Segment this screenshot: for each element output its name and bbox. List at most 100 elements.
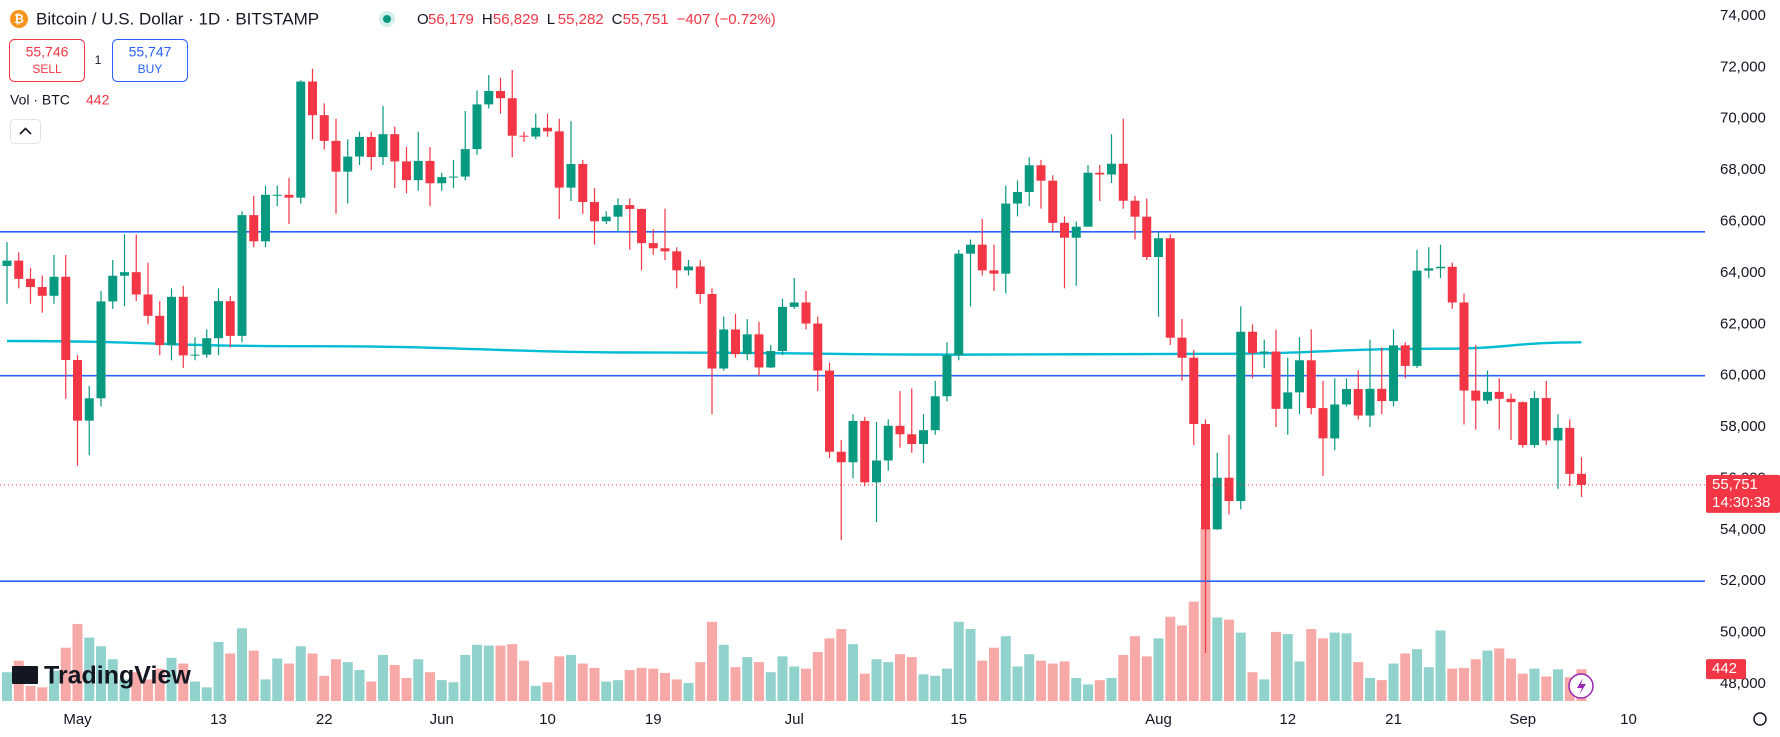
candle-body (1095, 172, 1105, 175)
volume-bar (1423, 667, 1434, 701)
logo[interactable]: TradingView (44, 662, 191, 690)
candle-body (1295, 360, 1304, 393)
volume-bar (131, 672, 142, 701)
candle-body (860, 420, 870, 483)
candle-body (1436, 266, 1445, 269)
candle-body (872, 460, 881, 483)
volume-bar (1482, 650, 1493, 701)
volume-bar (1459, 667, 1469, 701)
volume-bar (1188, 601, 1199, 701)
settings-icon[interactable] (1753, 712, 1767, 726)
y-tick-label: 58,000 (1720, 418, 1766, 435)
candle-body (14, 260, 24, 279)
volume-bar (742, 657, 753, 701)
volume-bar (1435, 630, 1446, 701)
candle-body (143, 294, 153, 316)
candle-body (1306, 360, 1316, 409)
y-tick-label: 72,000 (1720, 58, 1766, 75)
volume-bar (636, 667, 647, 701)
volume-bar (695, 662, 706, 701)
volume-bar (554, 656, 565, 701)
volume-bar (1341, 633, 1352, 701)
candle-body (801, 302, 811, 324)
candle-body (1353, 389, 1363, 416)
symbol-title[interactable]: Bitcoin / U.S. Dollar · 1D · BITSTAMP (36, 9, 319, 28)
y-tick-label: 62,000 (1720, 315, 1766, 332)
x-tick-label: 22 (316, 711, 333, 728)
candle-body (672, 251, 682, 271)
volume-bar (1047, 663, 1058, 701)
volume-bar (1506, 658, 1516, 701)
y-tick-label: 70,000 (1720, 110, 1766, 127)
candle-body (460, 149, 470, 177)
overlay: ₿ Bitcoin / U.S. Dollar · 1D · BITSTAMP … (9, 9, 1767, 726)
volume-bar (812, 652, 823, 701)
collapse-button[interactable] (10, 119, 41, 144)
ohlc-value: 55,282 (558, 11, 604, 28)
candle-body (1377, 388, 1387, 402)
volume-bar (401, 677, 412, 701)
candle-body (1330, 404, 1340, 439)
ohlc-key: C (612, 11, 623, 28)
candle-body (930, 396, 940, 431)
buy-button[interactable] (112, 39, 188, 82)
volume-bar (848, 644, 858, 701)
volume-bar (1118, 654, 1129, 701)
volume-bar (331, 659, 341, 701)
volume-bar (107, 659, 118, 701)
volume-bar (1529, 668, 1540, 701)
volume-bar (1071, 677, 1082, 701)
candle-body (425, 160, 435, 184)
candle-body (566, 163, 576, 188)
candle-body (1577, 473, 1586, 485)
candle-body (413, 160, 423, 181)
collapse-icon (19, 127, 32, 135)
volume-bar (683, 683, 694, 701)
volume-bar (1153, 638, 1164, 701)
candle-body (378, 134, 388, 158)
sell-button[interactable] (9, 39, 85, 82)
volume-bar (1541, 676, 1552, 701)
candle-body (1483, 391, 1492, 401)
y-tick-label: 54,000 (1720, 521, 1766, 538)
candle-body (1130, 200, 1140, 217)
alert-glyph (1577, 678, 1586, 695)
volume-bar (507, 644, 518, 701)
candle-body (472, 104, 482, 150)
candle-body (272, 194, 282, 196)
ohlc-key: L (547, 11, 555, 28)
candle-body (449, 176, 458, 178)
volume-bar (930, 675, 941, 701)
candle-body (754, 334, 764, 368)
volume-bar (60, 647, 71, 701)
candle-body (848, 420, 858, 463)
candle-body (1248, 331, 1257, 354)
volume-bar (895, 654, 905, 701)
volume-bar (953, 621, 964, 701)
candle-body (1506, 398, 1516, 403)
volume-bar (648, 668, 659, 701)
candle-body (1318, 408, 1328, 439)
candle-body (766, 351, 776, 368)
volume-bar (989, 647, 999, 701)
candle-body (1212, 477, 1222, 530)
volume-bar (624, 670, 635, 701)
volume-bar (284, 663, 294, 701)
ohlc-value: 56,179 (428, 11, 474, 28)
volume-bar (754, 662, 764, 701)
volume-bar (1141, 656, 1152, 701)
volume-bar (671, 679, 682, 701)
volume-bar (448, 682, 459, 701)
volume-bar (942, 668, 952, 701)
candle-body (237, 215, 247, 336)
volume-bar (1400, 653, 1411, 701)
candle-body (989, 270, 999, 274)
volume-bar (1329, 632, 1340, 701)
volume-bar (519, 660, 529, 701)
candle-body (695, 266, 705, 294)
volume-bar (1282, 634, 1293, 701)
ohlc-change: −407 (−0.72%) (677, 11, 776, 28)
candle-body (1389, 345, 1398, 402)
candle-body (895, 425, 905, 435)
candle-body (73, 360, 82, 421)
